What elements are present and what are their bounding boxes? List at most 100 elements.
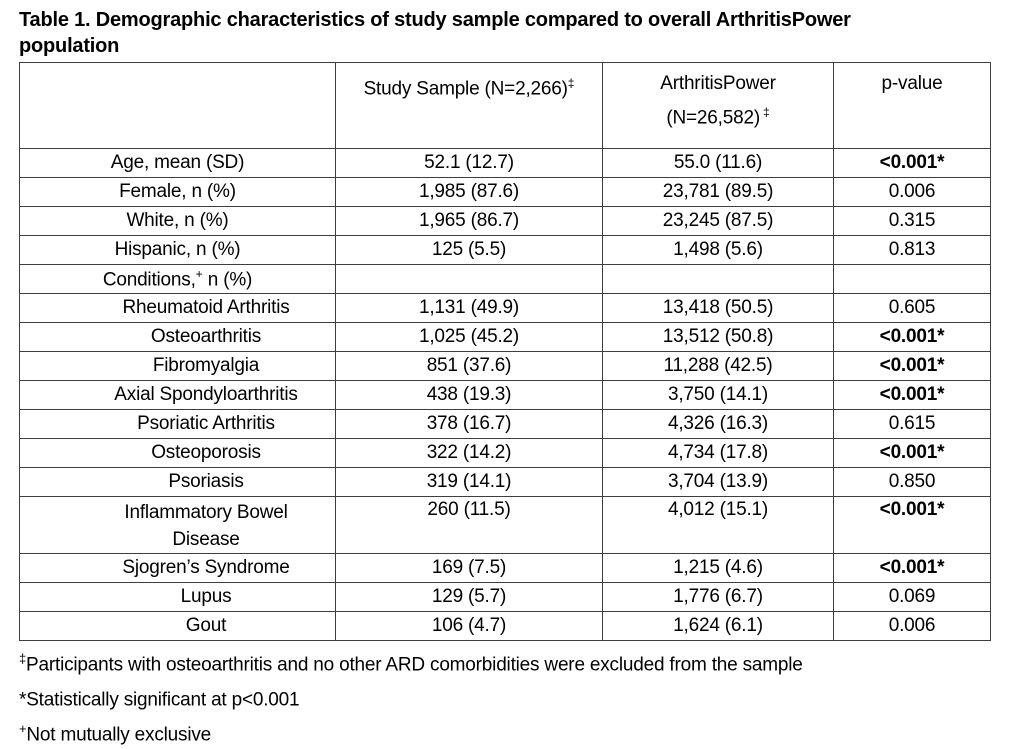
cell-arthritispower: 3,750 (14.1) [602, 380, 834, 410]
table-row-lupus: Lupus 129 (5.7) 1,776 (6.7) 0.069 [19, 582, 991, 612]
cell-study-sample: 1,131 (49.9) [335, 293, 603, 323]
table-row-gout: Gout 106 (4.7) 1,624 (6.1) 0.006 [19, 611, 991, 641]
table-row-axial-spondyloarthritis: Axial Spondyloarthritis 438 (19.3) 3,750… [19, 380, 991, 410]
row-label-cell: Osteoarthritis [19, 322, 336, 352]
row-label-cell: Rheumatoid Arthritis [19, 293, 336, 323]
row-label-cell: Sjogren’s Syndrome [19, 553, 336, 583]
table-title: Table 1. Demographic characteristics of … [19, 9, 851, 57]
row-label-cell: Conditions,+ n (%) [19, 264, 336, 294]
cell-arthritispower: 13,418 (50.5) [602, 293, 834, 323]
header-study-sample: Study Sample (N=2,266)‡ [335, 62, 603, 149]
header-empty-cell [19, 62, 336, 149]
table-row-female: Female, n (%) 1,985 (87.6) 23,781 (89.5)… [19, 177, 991, 207]
cell-study-sample: 1,985 (87.6) [335, 177, 603, 207]
cell-study-sample: 322 (14.2) [335, 438, 603, 468]
footnote-text: *Statistically significant at p<0.001 [19, 689, 300, 711]
cell-pvalue: <0.001* [833, 351, 991, 381]
cell-arthritispower [602, 264, 834, 294]
header-pvalue: p-value [833, 62, 991, 149]
plus-marker: + [19, 720, 27, 736]
table-row-rheumatoid-arthritis: Rheumatoid Arthritis 1,131 (49.9) 13,418… [19, 293, 991, 323]
footnote-significance: *Statistically significant at p<0.001 [19, 680, 1012, 715]
row-label-suffix: n (%) [202, 269, 253, 291]
cell-pvalue: <0.001* [833, 553, 991, 583]
cell-pvalue: 0.006 [833, 177, 991, 207]
table-row-psoriatic-arthritis: Psoriatic Arthritis 378 (16.7) 4,326 (16… [19, 409, 991, 439]
row-label-cell: Axial Spondyloarthritis [19, 380, 336, 410]
cell-pvalue: <0.001* [833, 496, 991, 554]
row-label-cell: Lupus [19, 582, 336, 612]
table-row-osteoporosis: Osteoporosis 322 (14.2) 4,734 (17.8) <0.… [19, 438, 991, 468]
cell-pvalue: 0.315 [833, 206, 991, 236]
table-header-row: Study Sample (N=2,266)‡ ArthritisPower (N… [19, 62, 991, 149]
cell-arthritispower: 11,288 (42.5) [602, 351, 834, 381]
footnotes: ‡Participants with osteoarthritis and no… [19, 645, 1012, 749]
table-row-osteoarthritis: Osteoarthritis 1,025 (45.2) 13,512 (50.8… [19, 322, 991, 352]
header-study-sample-label: Study Sample (N=2,266) [363, 78, 568, 100]
table-row-white: White, n (%) 1,965 (86.7) 23,245 (87.5) … [19, 206, 991, 236]
paper-page: Table 1. Demographic characteristics of … [0, 7, 1012, 746]
row-label-cell: Inflammatory Bowel Disease [19, 496, 336, 554]
double-dagger-marker: ‡ [762, 105, 770, 119]
table-row-conditions-group: Conditions,+ n (%) [19, 264, 991, 294]
cell-pvalue: <0.001* [833, 438, 991, 468]
table-row-fibromyalgia: Fibromyalgia 851 (37.6) 11,288 (42.5) <0… [19, 351, 991, 381]
cell-pvalue: 0.850 [833, 467, 991, 497]
footnote-sample-exclusion: ‡Participants with osteoarthritis and no… [19, 645, 1012, 680]
cell-pvalue: 0.615 [833, 409, 991, 439]
cell-arthritispower: 4,012 (15.1) [602, 496, 834, 554]
row-label-cell: Fibromyalgia [19, 351, 336, 381]
footnote-text: Participants with osteoarthritis and no … [26, 654, 803, 676]
cell-pvalue: <0.001* [833, 380, 991, 410]
cell-arthritispower: 3,704 (13.9) [602, 467, 834, 497]
cell-study-sample [335, 264, 603, 294]
cell-study-sample: 125 (5.5) [335, 235, 603, 265]
cell-pvalue: <0.001* [833, 322, 991, 352]
cell-arthritispower: 1,776 (6.7) [602, 582, 834, 612]
plus-marker: + [195, 266, 203, 281]
cell-study-sample: 851 (37.6) [335, 351, 603, 381]
cell-arthritispower: 1,215 (4.6) [602, 553, 834, 583]
cell-study-sample: 169 (7.5) [335, 553, 603, 583]
row-label-cell: Female, n (%) [19, 177, 336, 207]
cell-pvalue: 0.605 [833, 293, 991, 323]
cell-pvalue: 0.069 [833, 582, 991, 612]
row-label-cell: Psoriasis [19, 467, 336, 497]
row-label-cell: Osteoporosis [19, 438, 336, 468]
table-row-psoriasis: Psoriasis 319 (14.1) 3,704 (13.9) 0.850 [19, 467, 991, 497]
cell-arthritispower: 23,245 (87.5) [602, 206, 834, 236]
header-arthritispower-n: (N=26,582) [666, 107, 760, 129]
row-label-cell: Hispanic, n (%) [19, 235, 336, 265]
footnote-not-mutually-exclusive: +Not mutually exclusive [19, 715, 1012, 749]
cell-pvalue: <0.001* [833, 148, 991, 178]
row-label-cell: Psoriatic Arthritis [19, 409, 336, 439]
cell-arthritispower: 55.0 (11.6) [602, 148, 834, 178]
row-label-cell: White, n (%) [19, 206, 336, 236]
cell-pvalue: 0.813 [833, 235, 991, 265]
footnote-text: Not mutually exclusive [26, 723, 212, 745]
cell-arthritispower: 1,624 (6.1) [602, 611, 834, 641]
row-label-cell: Gout [19, 611, 336, 641]
cell-study-sample: 378 (16.7) [335, 409, 603, 439]
cell-study-sample: 319 (14.1) [335, 467, 603, 497]
cell-study-sample: 1,965 (86.7) [335, 206, 603, 236]
cell-arthritispower: 1,498 (5.6) [602, 235, 834, 265]
cell-study-sample: 52.1 (12.7) [335, 148, 603, 178]
cell-arthritispower: 4,734 (17.8) [602, 438, 834, 468]
double-dagger-marker: ‡ [19, 651, 27, 666]
row-label: Conditions, [102, 269, 196, 291]
header-arthritispower-label: ArthritisPower [660, 73, 776, 94]
cell-arthritispower: 13,512 (50.8) [602, 322, 834, 352]
table-row-age: Age, mean (SD) 52.1 (12.7) 55.0 (11.6) <… [19, 148, 991, 178]
cell-study-sample: 106 (4.7) [335, 611, 603, 641]
cell-study-sample: 438 (19.3) [335, 380, 603, 410]
cell-arthritispower: 4,326 (16.3) [602, 409, 834, 439]
row-label-cell: Age, mean (SD) [19, 148, 336, 178]
cell-study-sample: 1,025 (45.2) [335, 322, 603, 352]
cell-study-sample: 260 (11.5) [335, 496, 603, 554]
demographics-table: Study Sample (N=2,266)‡ ArthritisPower (N… [19, 62, 991, 641]
row-label: Inflammatory Bowel Disease [124, 502, 288, 550]
table-row-hispanic: Hispanic, n (%) 125 (5.5) 1,498 (5.6) 0.… [19, 235, 991, 265]
table-row-inflammatory-bowel-disease: Inflammatory Bowel Disease 260 (11.5) 4,… [19, 496, 991, 554]
cell-arthritispower: 23,781 (89.5) [602, 177, 834, 207]
